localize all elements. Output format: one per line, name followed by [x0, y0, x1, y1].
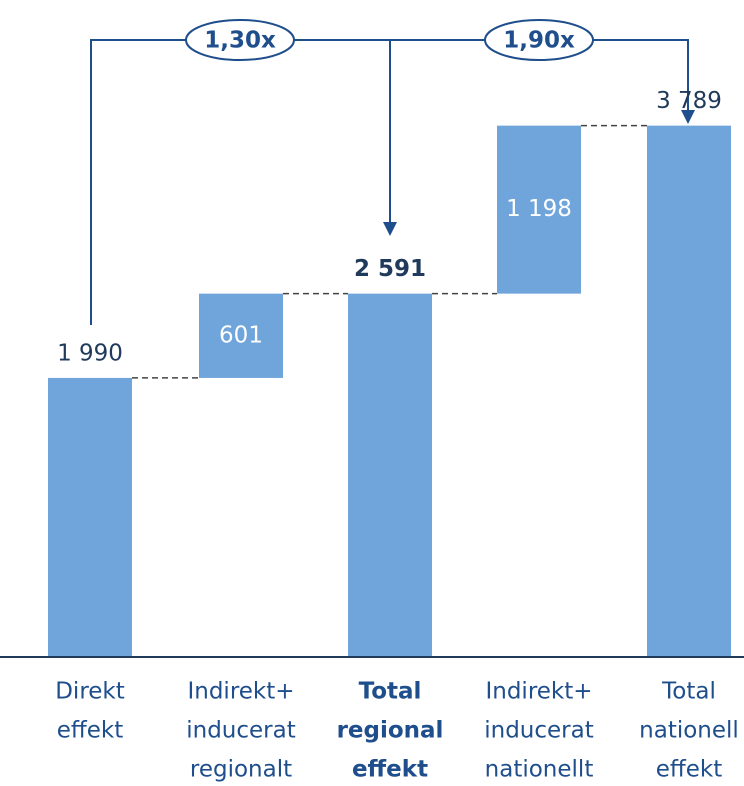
bar — [647, 125, 731, 657]
bar — [199, 293, 283, 378]
multiplier-label: 1,30x — [204, 28, 276, 54]
value-label: 2 591 — [354, 256, 426, 282]
x-tick-label: Direkt — [55, 679, 125, 705]
x-tick-label: Indirekt+ — [485, 679, 592, 705]
bar — [348, 293, 432, 657]
x-tick-label: Indirekt+ — [187, 679, 294, 705]
x-tick-label: regionalt — [190, 757, 292, 783]
bracket — [90, 39, 689, 325]
x-tick-label: regional — [337, 718, 444, 744]
x-tick-label: nationell — [639, 718, 739, 744]
x-tick-label: nationellt — [485, 757, 594, 783]
arrow-head — [681, 110, 695, 124]
value-label: 601 — [219, 322, 263, 348]
x-tick-label: inducerat — [484, 718, 594, 744]
x-tick-label: Total — [661, 679, 716, 705]
bar — [497, 125, 581, 294]
multiplier-badge — [185, 19, 295, 61]
x-tick-label: effekt — [656, 757, 722, 783]
multiplier-badge — [484, 19, 594, 61]
arrow-head — [383, 222, 397, 236]
x-tick-label: effekt — [57, 718, 123, 744]
multiplier-label: 1,90x — [503, 28, 575, 54]
x-tick-label: effekt — [352, 757, 428, 783]
x-tick-label: Total — [359, 679, 422, 705]
value-label: 1 198 — [506, 196, 572, 222]
value-label: 3 789 — [656, 88, 722, 114]
value-label: 1 990 — [57, 340, 123, 366]
x-tick-label: inducerat — [186, 718, 296, 744]
bar — [48, 377, 132, 657]
